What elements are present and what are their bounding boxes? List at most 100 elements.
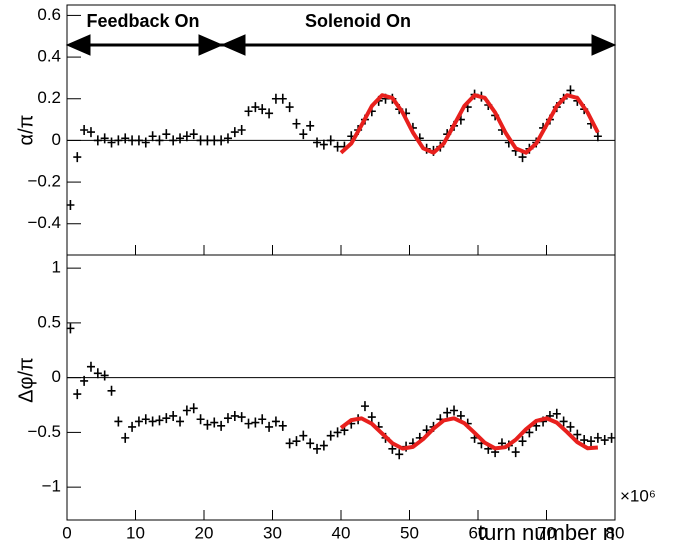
data-point	[306, 438, 315, 449]
data-point	[176, 133, 185, 144]
data-point	[566, 85, 575, 96]
data-point	[93, 135, 102, 146]
data-point	[128, 135, 137, 146]
data-point	[148, 416, 157, 427]
data-point	[155, 415, 164, 426]
data-point	[265, 421, 274, 432]
data-point	[265, 108, 274, 119]
data-point	[73, 389, 82, 400]
data-point	[155, 135, 164, 146]
data-point	[169, 135, 178, 146]
data-point	[326, 135, 335, 146]
data-point	[107, 385, 116, 396]
y-tick-label: −0.2	[27, 172, 61, 191]
data-point	[237, 412, 246, 423]
data-point	[333, 427, 342, 438]
data-point	[121, 432, 130, 443]
arrow-head	[198, 34, 224, 56]
data-point	[203, 135, 212, 146]
data-point	[251, 102, 260, 113]
arrow-head	[591, 34, 617, 56]
data-point	[251, 417, 260, 428]
data-point	[292, 118, 301, 129]
y-tick-label: 0	[52, 367, 61, 386]
data-point	[456, 410, 465, 421]
bottom-frame	[66, 254, 616, 521]
y-tick-label: 0.6	[37, 5, 61, 24]
data-point	[162, 413, 171, 424]
data-point	[566, 421, 575, 432]
x-tick-label: 20	[195, 523, 214, 542]
data-point	[607, 432, 616, 443]
fit-curve	[339, 93, 600, 155]
y-tick-label: −1	[42, 477, 61, 496]
data-point	[395, 449, 404, 460]
data-point	[80, 375, 89, 386]
data-point	[237, 125, 246, 135]
y-tick-label: 1	[52, 258, 61, 277]
data-point	[176, 416, 185, 427]
data-point	[182, 405, 191, 416]
annotation: Feedback On	[86, 11, 199, 31]
y-axis-label: Δφ/π	[15, 357, 37, 403]
data-point	[210, 417, 219, 428]
x-axis-label: turn number n	[478, 520, 615, 545]
data-point	[600, 435, 609, 446]
data-point	[93, 368, 102, 379]
data-point	[313, 443, 322, 454]
data-point	[285, 438, 294, 449]
data-point	[299, 430, 308, 441]
x-tick-label: 10	[126, 523, 145, 542]
data-point	[128, 421, 137, 432]
data-point	[326, 430, 335, 441]
data-point	[141, 414, 150, 425]
data-point	[559, 416, 568, 427]
x-tick-label: 50	[400, 523, 419, 542]
y-tick-label: 0.5	[37, 312, 61, 331]
data-point	[114, 135, 123, 146]
data-point	[121, 133, 130, 144]
data-point	[80, 125, 89, 135]
data-point	[511, 447, 520, 458]
data-point	[230, 127, 239, 138]
data-point	[518, 436, 527, 447]
arrows	[65, 34, 617, 56]
data-point	[189, 129, 198, 140]
x-tick-label: 80	[606, 523, 625, 542]
data-point	[580, 435, 589, 446]
data-point	[258, 104, 267, 115]
data-point	[518, 152, 527, 163]
data-point	[169, 410, 178, 421]
data-point	[573, 429, 582, 440]
y-tick-label: −0.4	[27, 213, 61, 232]
data-point	[450, 405, 459, 416]
data-point	[319, 139, 328, 150]
y-tick-label: 0.4	[37, 47, 61, 66]
data-point	[210, 135, 219, 146]
data-point	[285, 102, 294, 113]
x-multiplier: ×10⁶	[620, 486, 656, 505]
arrow-head	[65, 34, 91, 56]
data-point	[230, 410, 239, 421]
data-point	[66, 323, 75, 334]
data-point	[223, 133, 232, 144]
x-tick-label: 70	[537, 523, 556, 542]
data-point	[86, 361, 95, 372]
y-axis-label: α/π	[15, 115, 37, 146]
data-point	[148, 131, 157, 142]
data-point	[196, 414, 205, 425]
data-point	[223, 413, 232, 424]
data-point	[258, 414, 267, 425]
x-tick-label: 40	[332, 523, 351, 542]
data-point	[333, 141, 342, 152]
data-point	[107, 137, 116, 148]
data-point	[278, 420, 287, 431]
data-point	[552, 408, 561, 419]
data-point	[271, 93, 280, 104]
data-point	[134, 416, 143, 427]
data-point	[141, 137, 150, 148]
x-tick-label: 30	[263, 523, 282, 542]
data-point	[244, 418, 253, 429]
data-point	[319, 440, 328, 451]
